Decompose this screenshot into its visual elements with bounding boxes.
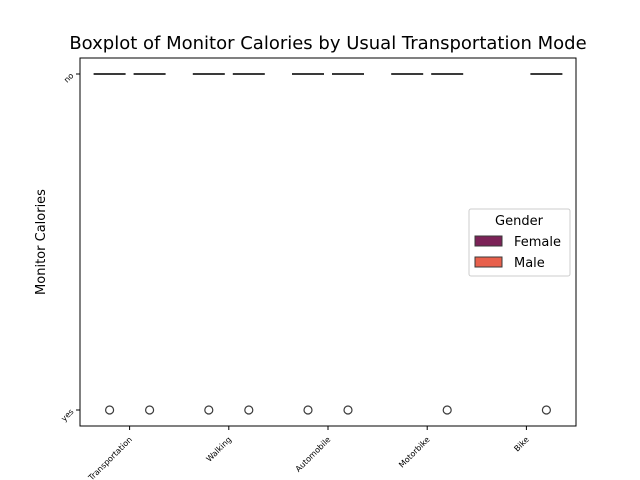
chart-title: Boxplot of Monitor Calories by Usual Tra… xyxy=(69,33,586,54)
outlier-point xyxy=(343,405,353,415)
y-tick-label: yes xyxy=(59,407,75,423)
outlier-point xyxy=(145,405,155,415)
outlier-point xyxy=(303,405,313,415)
legend-title: Gender xyxy=(495,214,544,229)
y-axis-label: Monitor Calories xyxy=(34,189,49,295)
x-axis: Public_Transportation Walking Automobile Mo… xyxy=(67,426,531,480)
box-marks xyxy=(93,73,563,415)
legend-swatch xyxy=(474,256,503,268)
x-tick-label: Bike xyxy=(512,435,530,453)
outlier-point xyxy=(104,405,115,415)
x-tick-label: Motorbike xyxy=(397,435,431,469)
outlier-point xyxy=(244,405,254,415)
x-tick-label: Public_Transportation xyxy=(67,435,134,480)
y-tick-label: no xyxy=(62,71,75,84)
y-axis: no yes xyxy=(59,71,80,423)
legend-swatch xyxy=(474,235,503,247)
legend: Gender Female Male xyxy=(468,208,571,277)
x-tick-label: Automobile xyxy=(294,435,333,474)
x-tick-label: Walking xyxy=(205,435,234,464)
legend-entry-label: Female xyxy=(514,235,561,250)
legend-entry-label: Male xyxy=(514,256,545,271)
outlier-point xyxy=(541,405,552,415)
outlier-point xyxy=(204,405,214,415)
outlier-point xyxy=(442,405,452,415)
